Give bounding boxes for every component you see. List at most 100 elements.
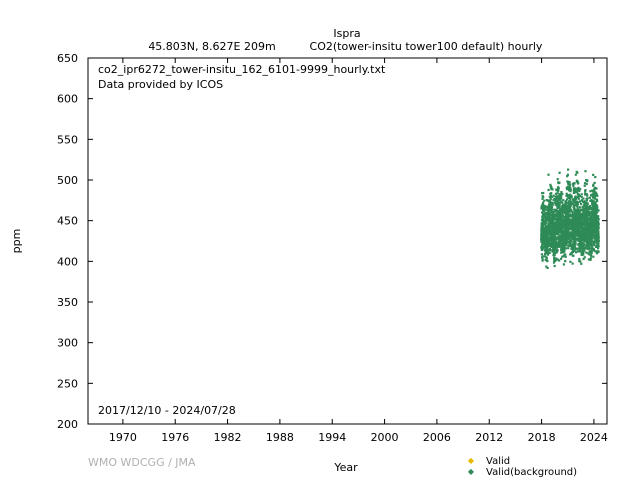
data-point: [555, 188, 558, 191]
data-point: [593, 200, 596, 203]
data-point: [586, 222, 589, 225]
data-point: [590, 219, 593, 222]
data-point: [556, 178, 559, 181]
data-point: [572, 185, 575, 188]
data-point: [579, 239, 582, 242]
data-point: [555, 196, 558, 200]
data-point: [541, 204, 544, 207]
data-point: [591, 203, 594, 206]
data-point: [596, 208, 599, 211]
data-point: [579, 203, 583, 206]
data-point: [575, 180, 578, 183]
data-point: [585, 183, 588, 186]
data-point: [581, 233, 585, 236]
data-point: [576, 189, 579, 192]
data-point: [546, 228, 549, 231]
data-point: [562, 203, 565, 207]
data-point: [554, 240, 557, 243]
data-point: [595, 221, 598, 224]
data-point: [588, 239, 591, 242]
data-point: [578, 245, 582, 248]
data-point: [556, 212, 559, 215]
data-point: [592, 222, 595, 225]
x-tick-label: 1982: [214, 431, 242, 444]
data-point: [556, 231, 559, 234]
data-point: [592, 255, 595, 258]
data-point: [589, 194, 593, 197]
data-point: [558, 208, 562, 211]
data-point: [567, 233, 571, 236]
data-point: [570, 244, 573, 247]
data-point: [544, 220, 547, 223]
data-point: [576, 232, 579, 235]
data-point: [582, 197, 585, 200]
data-point: [554, 227, 557, 231]
data-point: [572, 221, 575, 224]
data-point: [569, 183, 572, 186]
data-point: [548, 248, 551, 251]
data-point: [550, 221, 553, 224]
data-point: [563, 231, 566, 234]
data-point: [597, 229, 600, 232]
data-point: [585, 229, 588, 232]
data-point: [592, 201, 595, 205]
x-tick-label: 2000: [371, 431, 399, 444]
data-point: [590, 220, 593, 224]
data-point: [560, 191, 563, 194]
data-point: [577, 225, 580, 228]
data-point: [551, 223, 554, 227]
data-point: [584, 247, 587, 250]
data-point: [550, 225, 553, 228]
data-point: [555, 238, 558, 241]
data-point: [573, 242, 576, 245]
data-point: [570, 239, 573, 242]
data-point: [564, 217, 567, 220]
data-point: [593, 188, 596, 191]
data-point: [544, 238, 547, 241]
data-point: [560, 209, 563, 212]
data-point: [579, 234, 582, 237]
data-point: [567, 214, 570, 217]
data-point: [582, 209, 585, 212]
data-point: [592, 218, 595, 221]
data-point: [543, 209, 546, 212]
data-point: [544, 246, 547, 249]
data-point: [580, 262, 583, 265]
data-point: [572, 246, 575, 249]
data-point: [551, 214, 554, 217]
data-point: [582, 228, 585, 231]
data-point: [569, 236, 572, 240]
data-point: [547, 188, 550, 191]
data-point: [540, 253, 543, 256]
data-point: [567, 244, 570, 247]
data-point: [548, 244, 551, 248]
data-point: [558, 259, 561, 262]
data-point: [548, 201, 551, 204]
data-point: [573, 249, 576, 252]
data-point: [597, 245, 600, 248]
data-point: [550, 201, 553, 204]
data-point: [571, 243, 574, 246]
data-point: [545, 265, 548, 268]
data-point: [570, 224, 573, 227]
data-point: [552, 236, 555, 239]
data-point: [566, 237, 570, 240]
data-point: [585, 193, 588, 196]
data-point: [549, 192, 552, 195]
data-point: [572, 237, 575, 240]
data-point: [597, 237, 600, 240]
data-point: [556, 210, 559, 213]
data-point: [591, 193, 594, 196]
data-point: [563, 209, 567, 212]
data-point: [563, 234, 566, 237]
data-point: [564, 235, 567, 238]
data-point: [547, 237, 550, 240]
data-point: [566, 241, 569, 244]
data-point: [551, 235, 554, 238]
data-point: [544, 224, 547, 227]
data-point: [566, 217, 569, 220]
data-point: [553, 222, 557, 225]
data-point: [569, 227, 572, 230]
data-point: [571, 222, 574, 225]
data-point: [569, 241, 572, 244]
